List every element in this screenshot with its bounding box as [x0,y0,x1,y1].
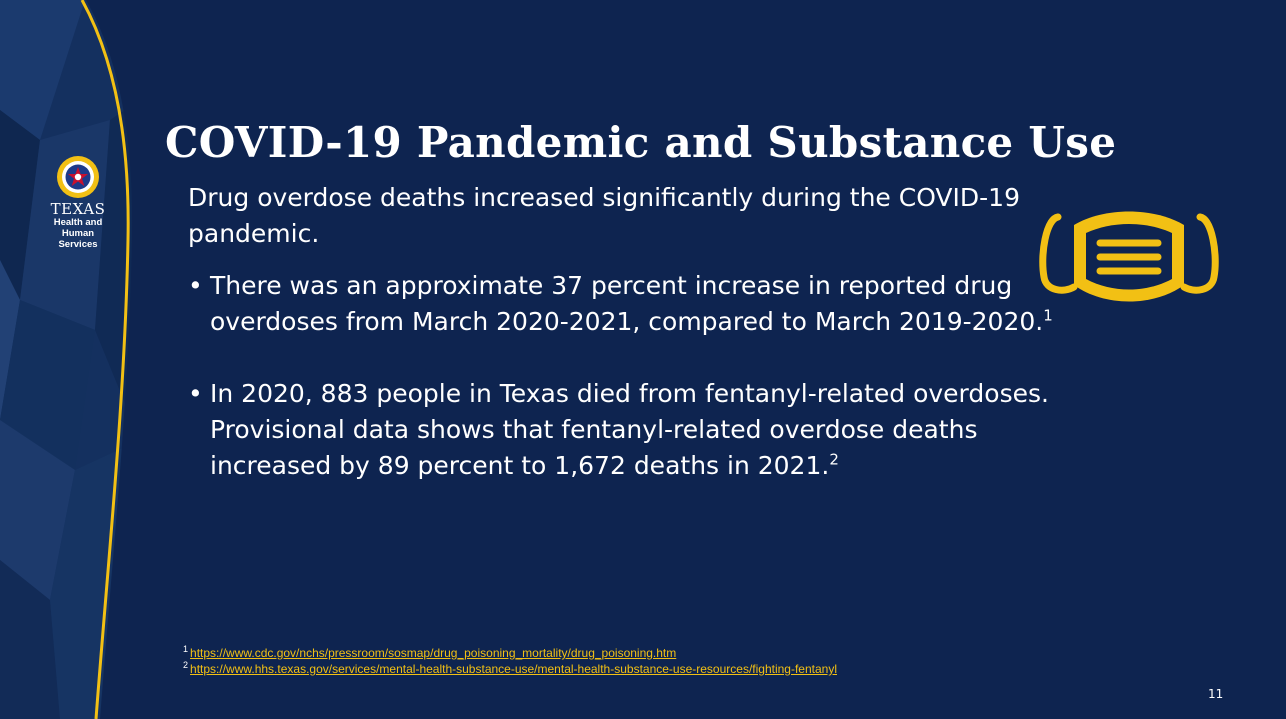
page-number: 11 [1208,687,1224,701]
bullet-list: • There was an approximate 37 percent inc… [188,268,1058,484]
logo-state-name: TEXAS [50,200,106,218]
logo-agency-line2: Services [58,239,98,250]
state-seal-icon [57,156,99,198]
reference-link-cdc[interactable]: https://www.cdc.gov/nchs/pressroom/sosma… [190,646,677,660]
intro-text: Drug overdose deaths increased significa… [188,183,1020,248]
gold-accent-stripe [80,0,200,719]
footnote-marker: 1 [1043,306,1053,325]
reference-2: 2 https://www.hhs.texas.gov/services/ment… [183,661,837,677]
reference-link-hhs[interactable]: https://www.hhs.texas.gov/services/menta… [190,662,838,676]
footnote-marker: 2 [829,450,839,469]
texas-hhs-logo: TEXAS Health and Human Services [38,155,118,250]
logo-agency-line1: Health and Human [53,217,103,239]
reference-number: 2 [183,660,189,670]
reference-number: 1 [183,644,189,654]
bullet-text: There was an approximate 37 percent incr… [210,271,1044,336]
bullet-marker: • [188,271,203,300]
face-mask-icon [1039,211,1219,302]
references: 1 https://www.cdc.gov/nchs/pressroom/sosm… [183,645,837,677]
bullet-item: • There was an approximate 37 percent inc… [188,268,1058,340]
bullet-marker: • [188,379,203,408]
bullet-text: In 2020, 883 people in Texas died from f… [210,379,1049,480]
bullet-item: • In 2020, 883 people in Texas died from … [188,376,1058,484]
reference-1: 1 https://www.cdc.gov/nchs/pressroom/sosm… [183,645,837,661]
slide-title: COVID-19 Pandemic and Substance Use [165,118,1117,167]
